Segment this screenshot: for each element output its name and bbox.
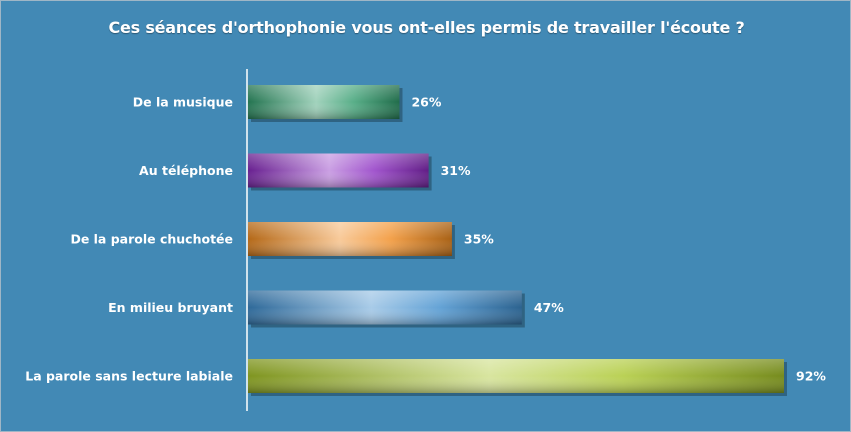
bar-shading	[248, 85, 400, 119]
value-label: 35%	[464, 232, 494, 247]
chart-title: Ces séances d'orthophonie vous ont-elles…	[108, 18, 745, 37]
category-label: De la musique	[133, 95, 233, 110]
bar-shading	[248, 359, 784, 393]
category-label: En milieu bruyant	[108, 300, 233, 315]
category-label: De la parole chuchotée	[70, 232, 233, 247]
category-label: Au téléphone	[139, 163, 233, 178]
value-label: 31%	[441, 163, 471, 178]
bar-shading	[248, 290, 522, 325]
value-label: 92%	[796, 369, 826, 384]
bar-shading	[248, 153, 429, 188]
category-label: La parole sans lecture labiale	[25, 369, 233, 384]
value-label: 47%	[534, 300, 564, 315]
bar-shading	[248, 222, 452, 256]
value-label: 26%	[411, 95, 441, 110]
